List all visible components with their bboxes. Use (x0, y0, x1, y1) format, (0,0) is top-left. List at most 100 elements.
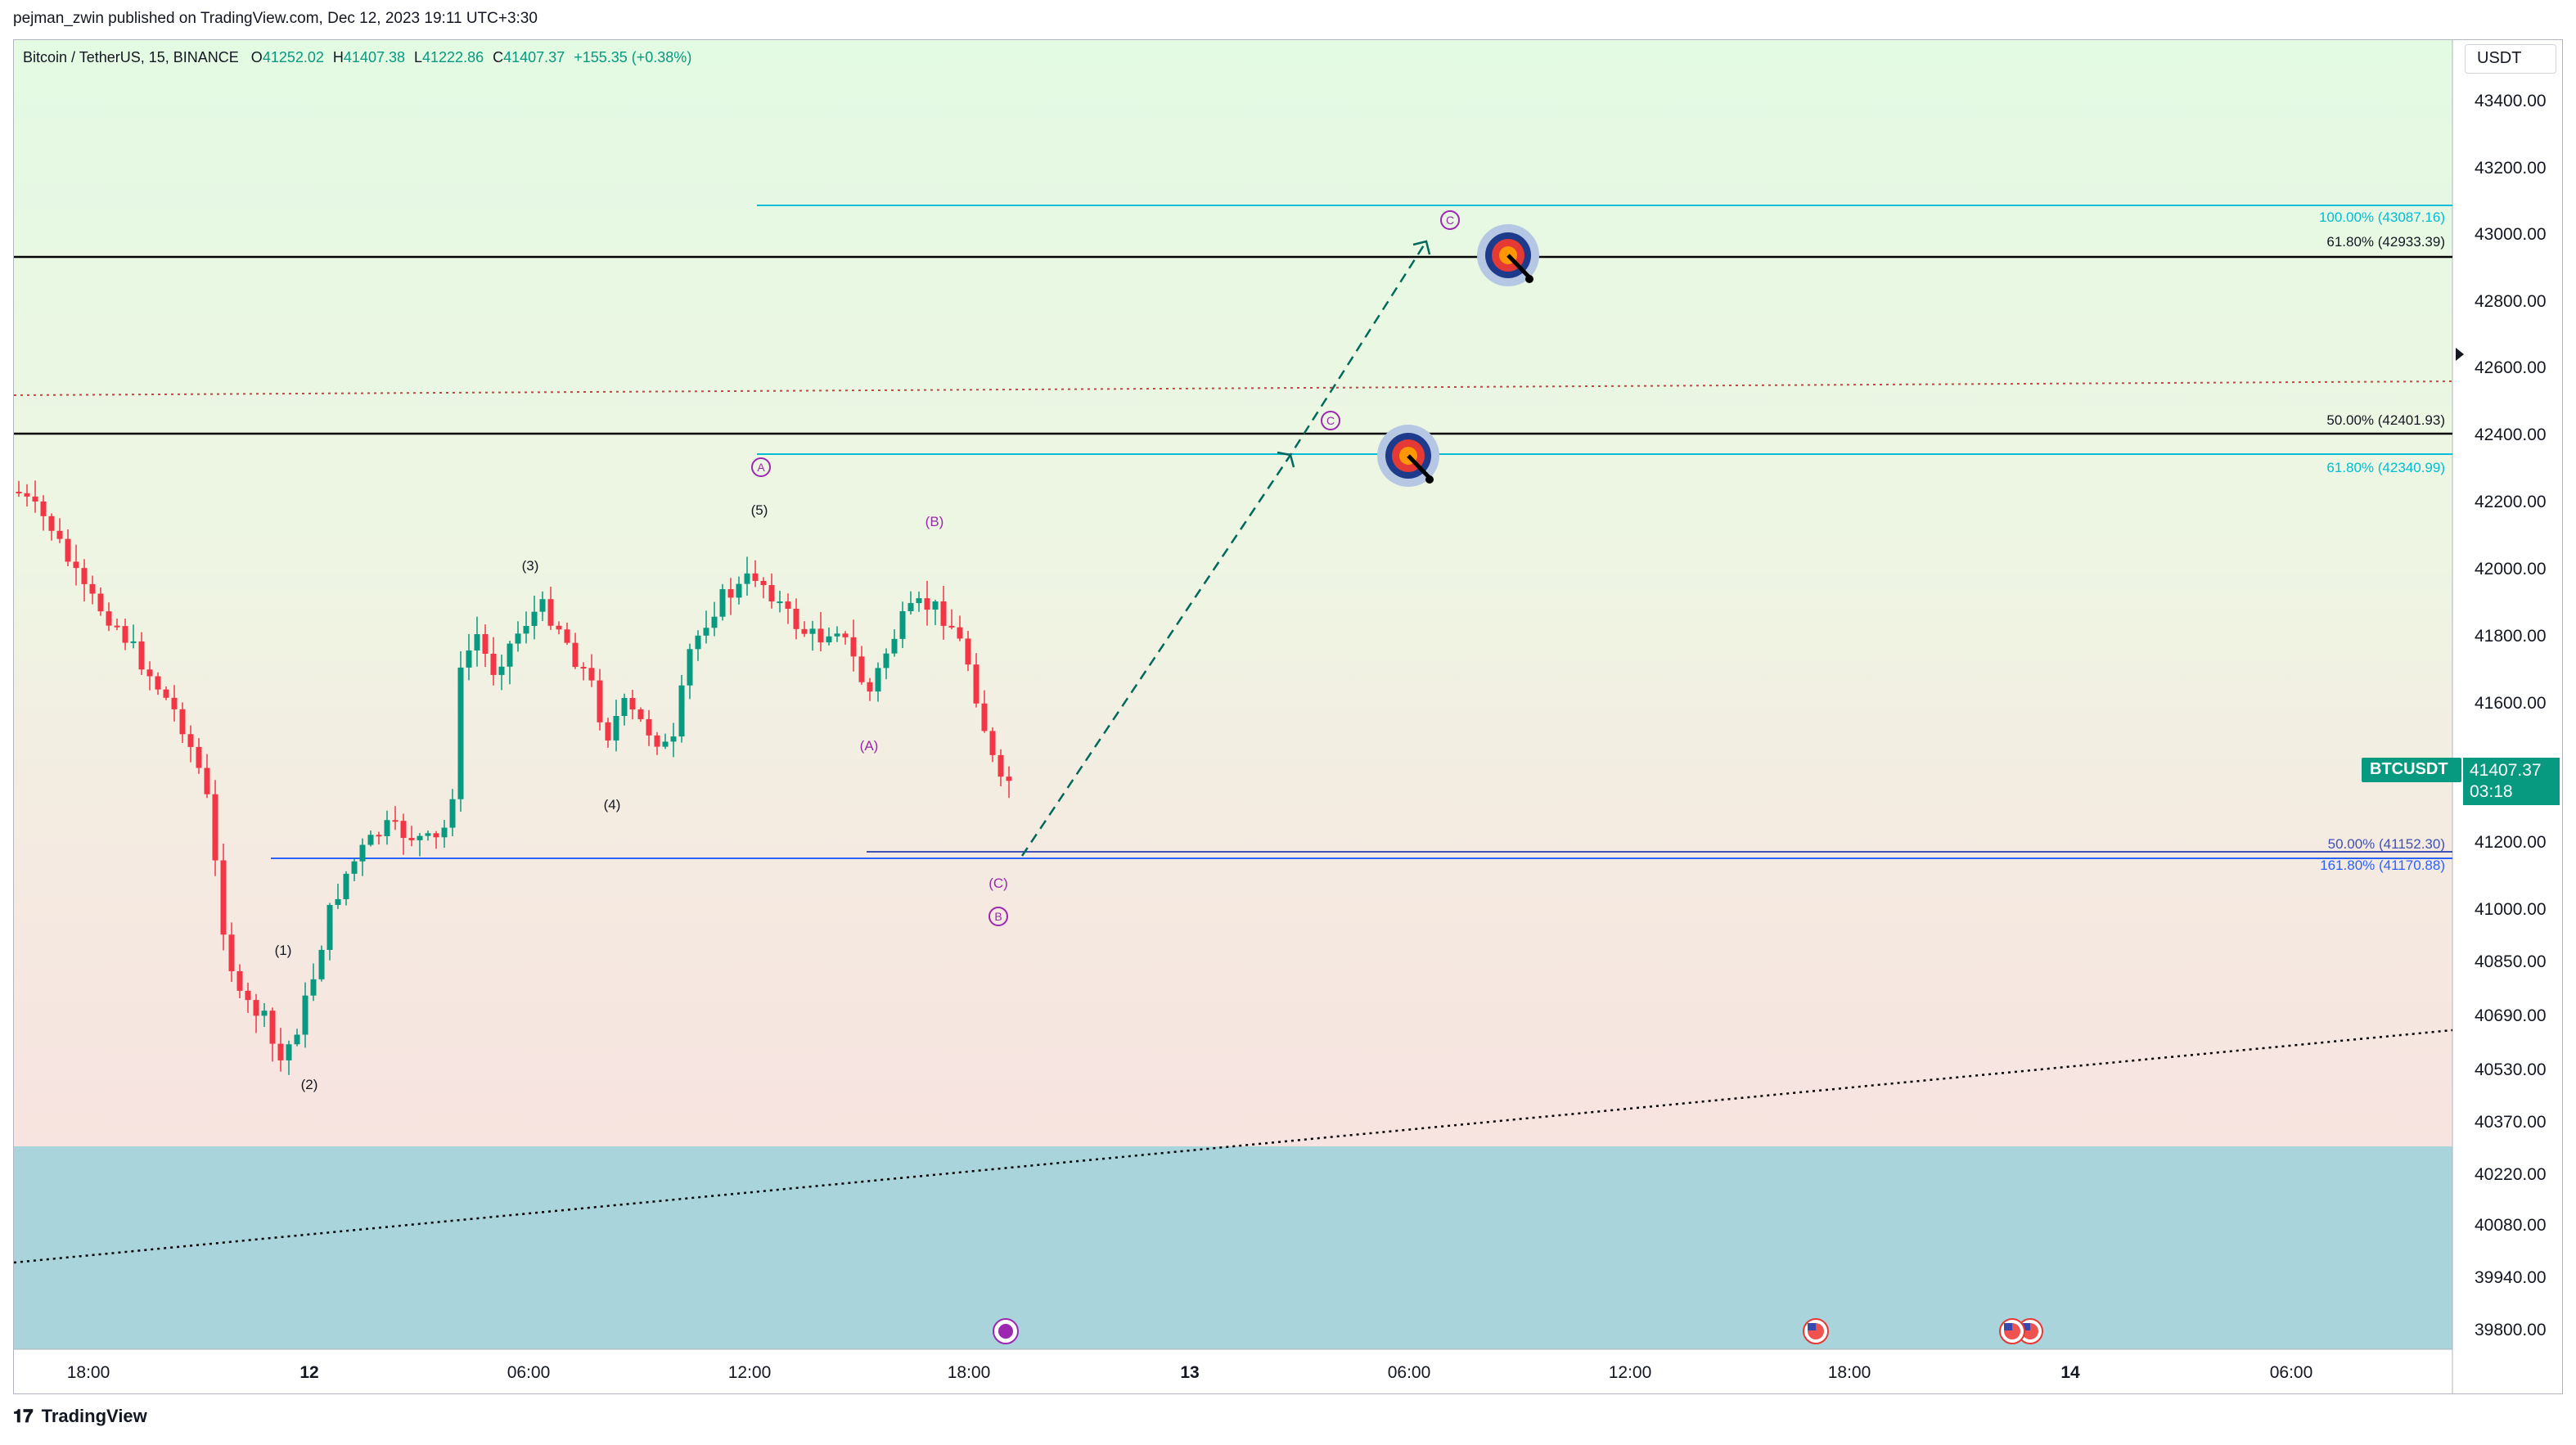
price-tick: 40850.00 (2475, 952, 2547, 971)
symbol-legend: Bitcoin / TetherUS, 15, BINANCE O41252.0… (23, 49, 696, 66)
candle-body (736, 583, 742, 598)
candle-body (433, 833, 439, 838)
legend-high: 41407.38 (343, 49, 405, 65)
fib-label-50-low: 50.00% (41152.30) (2327, 836, 2445, 852)
candle-body (719, 589, 726, 617)
time-tick: 12:00 (727, 1363, 772, 1382)
last-price-value: 41407.37 (2470, 761, 2542, 780)
candle-body (998, 754, 1004, 777)
price-tick: 42600.00 (2475, 358, 2547, 377)
tradingview-logo-icon: 𝟏𝟕 (13, 1406, 34, 1426)
candle-body (48, 515, 55, 531)
candle-body (850, 637, 857, 657)
price-tick: 41000.00 (2475, 900, 2547, 919)
candle-body (678, 685, 685, 737)
candle-body (777, 601, 783, 604)
legend-high-label: H (332, 49, 344, 65)
price-tick: 39940.00 (2475, 1268, 2547, 1287)
candle-body (817, 628, 824, 643)
price-tick: 40080.00 (2475, 1216, 2547, 1235)
wave-label-B-circle: B (989, 907, 1008, 926)
candle-body (392, 820, 399, 822)
candle-body (204, 768, 210, 795)
wave-label-5: (5) (750, 502, 768, 518)
candle-body (253, 1000, 259, 1016)
candle-body (89, 583, 96, 594)
candle-body (138, 641, 145, 670)
symbol-price-tag: BTCUSDT (2362, 758, 2461, 782)
candle-body (948, 625, 955, 628)
price-tick: 43400.00 (2475, 92, 2547, 110)
candle-body (687, 649, 693, 686)
red-dotted-level (14, 380, 2453, 396)
legend-symbol: Bitcoin / TetherUS, 15, BINANCE (23, 49, 239, 65)
wave-label-a-minor: (A) (859, 738, 879, 754)
candle-body (327, 904, 333, 950)
candle-body (760, 580, 767, 586)
candle-body (531, 611, 538, 627)
chart-area[interactable] (13, 39, 2563, 1394)
candle-body (376, 835, 382, 837)
legend-change: +155.35 (+0.38%) (574, 49, 692, 65)
candle-body (261, 1011, 268, 1016)
bar-countdown: 03:18 (2470, 782, 2513, 801)
candle-body (899, 611, 906, 639)
candle-body (752, 573, 759, 581)
candle-body (400, 821, 407, 839)
candle-body (179, 709, 186, 735)
candle-body (457, 667, 464, 799)
wave-label-1: (1) (274, 943, 292, 958)
candle-body (809, 628, 816, 634)
candle-body (572, 642, 579, 668)
candle-body (449, 799, 456, 828)
candle-body (277, 1043, 284, 1060)
candle-body (40, 501, 47, 516)
last-price-tag: 41407.37 03:18 (2463, 758, 2560, 805)
currency-selector[interactable]: USDT (2465, 44, 2556, 74)
wave-label-b-minor: (B) (925, 514, 944, 529)
candle-body (343, 873, 349, 899)
candle-body (965, 638, 971, 665)
candle-body (646, 718, 652, 736)
candle-body (523, 626, 529, 634)
candle-body (597, 680, 603, 722)
candle-body (940, 601, 947, 626)
legend-open: 41252.02 (262, 49, 324, 65)
legend-close: 41407.37 (503, 49, 565, 65)
fib-label-618-mid: 61.80% (42340.99) (2326, 460, 2445, 475)
candle-body (384, 820, 390, 836)
wave-label-A-circle: A (751, 457, 771, 477)
time-tick: 06:00 (507, 1363, 551, 1382)
candle-body (662, 741, 669, 747)
candle-body (97, 593, 104, 612)
time-tick: 18:00 (66, 1363, 110, 1382)
candle-body (556, 625, 562, 630)
wave-label-C-target-mid: C (1321, 411, 1340, 430)
candle-body (515, 633, 521, 644)
support-zone (14, 1146, 2452, 1349)
candle-body (310, 979, 317, 996)
chart-background (14, 40, 2452, 1349)
candle-body (924, 598, 930, 610)
time-tick: 13 (1180, 1363, 1200, 1382)
candle-body (875, 668, 881, 692)
candle-body (269, 1011, 276, 1044)
chart-canvas[interactable] (14, 40, 2563, 1394)
tradingview-brand[interactable]: 𝟏𝟕 TradingView (13, 1406, 147, 1427)
candle-body (220, 860, 227, 935)
candle-body (621, 698, 628, 717)
candle-body (367, 835, 374, 845)
candle-body (834, 633, 840, 637)
candle-body (973, 664, 980, 704)
candle-body (294, 1034, 300, 1045)
price-tick: 41200.00 (2475, 833, 2547, 852)
price-axis-background (2452, 40, 2562, 1349)
candle-body (703, 628, 709, 636)
candle-body (236, 970, 243, 991)
price-tick: 42800.00 (2475, 292, 2547, 311)
candle-body (539, 599, 546, 612)
time-tick: 14 (2060, 1363, 2080, 1382)
candle-body (1006, 777, 1012, 781)
target-icon-mid (1377, 425, 1439, 487)
published-header: pejman_zwin published on TradingView.com… (0, 0, 2576, 39)
